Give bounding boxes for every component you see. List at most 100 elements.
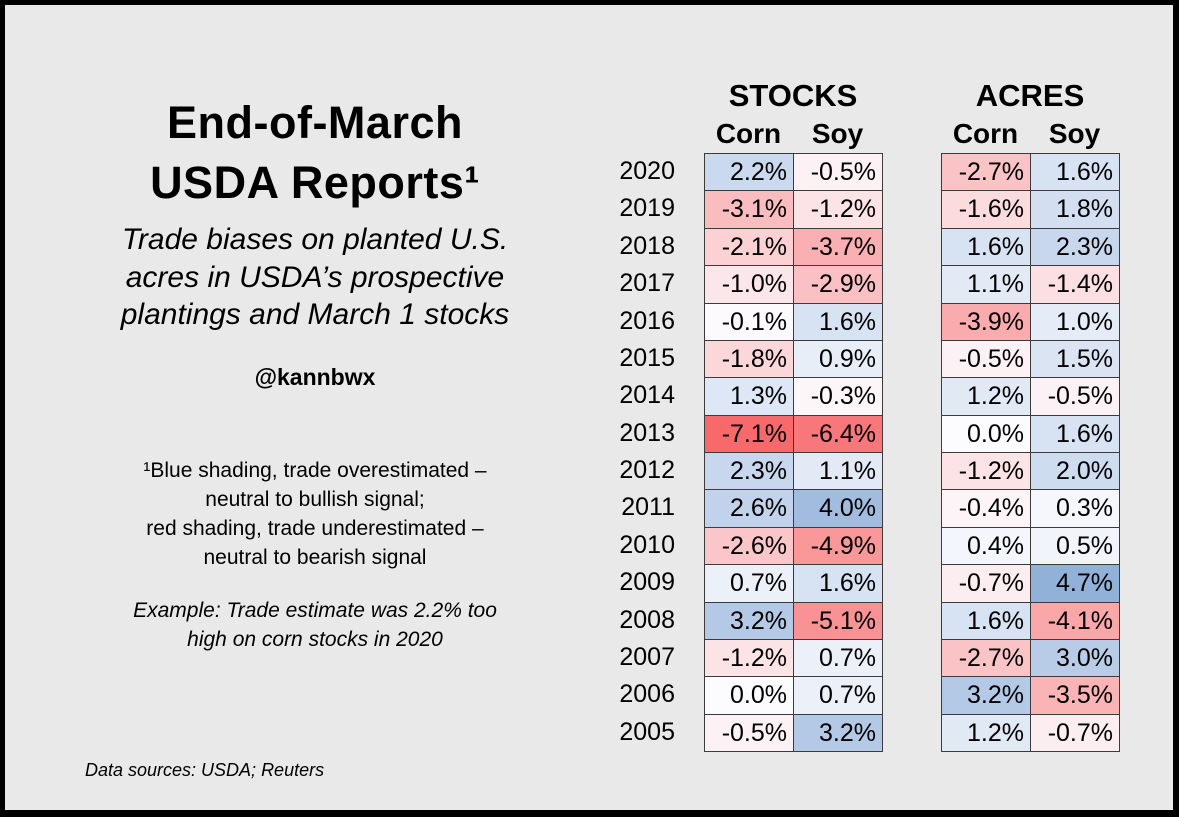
stocks-corn-column-header: Corn xyxy=(715,118,782,149)
stocks-corn-cell: 3.2% xyxy=(705,602,794,640)
stocks-corn-cell: -0.1% xyxy=(705,303,794,341)
stocks-soy-column-header: Soy xyxy=(811,118,864,149)
acres-corn-cell: -0.4% xyxy=(942,490,1031,528)
stocks-soy-cell: 0.9% xyxy=(794,340,883,379)
stocks-corn-cell: 2.3% xyxy=(705,453,794,491)
subtitle: Trade biases on planted U.S. acres in US… xyxy=(40,221,590,334)
acres-soy-cell: 2.3% xyxy=(1031,228,1120,267)
acres-corn-cell: 1.6% xyxy=(942,602,1031,640)
stocks-soy-cell: -3.7% xyxy=(794,228,883,267)
year-label: 2010 xyxy=(619,530,675,559)
shading-footnote: ¹Blue shading, trade overestimated – neu… xyxy=(40,456,590,572)
acres-corn-cell: -1.6% xyxy=(942,191,1031,229)
year-label: 2007 xyxy=(619,642,675,671)
acres-corn-cell: -2.7% xyxy=(942,154,1031,192)
acres-soy-cell: 3.0% xyxy=(1031,639,1120,678)
stocks-corn-cell: 2.2% xyxy=(705,154,794,192)
acres-heatmap-table: -2.7% 1.6% -1.6% 1.8% 1.6% 2.3% 1.1% -1.4% -3.9%… xyxy=(941,153,1120,752)
acres-corn-cell: 1.2% xyxy=(942,714,1031,752)
acres-soy-cell: -3.5% xyxy=(1031,677,1120,715)
stocks-corn-cell: 2.6% xyxy=(705,490,794,528)
acres-soy-cell: 2.0% xyxy=(1031,453,1120,491)
stocks-soy-cell: -1.2% xyxy=(794,191,883,229)
acres-corn-column-header: Corn xyxy=(952,118,1019,149)
footnote-line-1: ¹Blue shading, trade overestimated – xyxy=(143,458,487,482)
acres-soy-cell: 0.5% xyxy=(1031,527,1120,566)
stocks-corn-cell: 0.0% xyxy=(705,677,794,715)
acres-corn-cell: 0.0% xyxy=(942,415,1031,453)
year-label: 2006 xyxy=(619,680,675,709)
acres-soy-cell: -0.5% xyxy=(1031,378,1120,416)
acres-soy-cell: 1.6% xyxy=(1031,415,1120,453)
acres-corn-cell: 1.2% xyxy=(942,378,1031,416)
acres-soy-cell: 1.8% xyxy=(1031,191,1120,229)
stocks-soy-cell: -0.5% xyxy=(794,154,883,192)
acres-corn-cell: 3.2% xyxy=(942,677,1031,715)
year-label: 2008 xyxy=(619,605,675,634)
subtitle-line-1: Trade biases on planted U.S. xyxy=(121,223,509,256)
stocks-soy-cell: 1.6% xyxy=(794,303,883,341)
acres-soy-cell: -1.4% xyxy=(1031,266,1120,304)
acres-corn-cell: -0.5% xyxy=(942,340,1031,379)
year-label: 2014 xyxy=(619,381,675,410)
stocks-corn-cell: -7.1% xyxy=(705,415,794,453)
stocks-group-header: STOCKS xyxy=(728,78,858,113)
acres-corn-cell: -0.7% xyxy=(942,565,1031,603)
stocks-corn-cell: 1.3% xyxy=(705,378,794,416)
stocks-corn-cell: -2.6% xyxy=(705,527,794,566)
acres-soy-cell: 1.6% xyxy=(1031,154,1120,192)
footnote-line-4: neutral to bearish signal xyxy=(203,545,427,569)
year-label: 2019 xyxy=(619,194,675,223)
acres-soy-cell: 4.7% xyxy=(1031,565,1120,603)
example-line-1: Example: Trade estimate was 2.2% too xyxy=(133,598,497,622)
year-label: 2009 xyxy=(619,568,675,597)
stocks-corn-cell: -2.1% xyxy=(705,228,794,267)
stocks-soy-cell: -6.4% xyxy=(794,415,883,453)
acres-corn-cell: 1.6% xyxy=(942,228,1031,267)
acres-soy-cell: -0.7% xyxy=(1031,714,1120,752)
title-line-2: USDA Reports¹ xyxy=(150,157,480,208)
stocks-soy-cell: 4.0% xyxy=(794,490,883,528)
stocks-heatmap-table: 2.2% -0.5% -3.1% -1.2% -2.1% -3.7% -1.0% -2.9% -… xyxy=(704,153,883,752)
stocks-corn-cell: -0.5% xyxy=(705,714,794,752)
acres-soy-cell: 1.0% xyxy=(1031,303,1120,341)
year-label: 2005 xyxy=(619,717,675,746)
acres-corn-cell: -3.9% xyxy=(942,303,1031,341)
year-axis: 2020 2019 2018 2017 2016 2015 2014 2013 2012 2011… xyxy=(585,153,675,751)
year-label: 2018 xyxy=(619,231,675,260)
year-label: 2017 xyxy=(619,269,675,298)
footnote-line-2: neutral to bullish signal; xyxy=(205,487,425,511)
author-handle: @kannbwx xyxy=(254,363,376,390)
stocks-soy-cell: 0.7% xyxy=(794,639,883,678)
stocks-soy-cell: -0.3% xyxy=(794,378,883,416)
stocks-corn-cell: -1.2% xyxy=(705,639,794,678)
stocks-soy-cell: 1.6% xyxy=(794,565,883,603)
year-label: 2016 xyxy=(619,306,675,335)
acres-soy-cell: -4.1% xyxy=(1031,602,1120,640)
acres-corn-cell: 1.1% xyxy=(942,266,1031,304)
stocks-soy-cell: -2.9% xyxy=(794,266,883,304)
acres-soy-cell: 0.3% xyxy=(1031,490,1120,528)
stocks-corn-cell: 0.7% xyxy=(705,565,794,603)
stocks-corn-cell: -1.8% xyxy=(705,340,794,379)
stocks-soy-cell: 0.7% xyxy=(794,677,883,715)
acres-soy-column-header: Soy xyxy=(1048,118,1101,149)
year-label: 2012 xyxy=(619,456,675,484)
stocks-soy-cell: -5.1% xyxy=(794,602,883,640)
subtitle-line-2: acres in USDA’s prospective xyxy=(125,260,505,294)
title-line-1: End-of-March xyxy=(167,97,463,148)
acres-corn-cell: -1.2% xyxy=(942,453,1031,491)
example-note: Example: Trade estimate was 2.2% too hig… xyxy=(40,596,590,654)
stocks-soy-cell: -4.9% xyxy=(794,527,883,566)
acres-group-header: ACRES xyxy=(975,78,1085,113)
data-sources-note: Data sources: USDA; Reuters xyxy=(85,760,325,780)
example-line-2: high on corn stocks in 2020 xyxy=(187,627,443,651)
year-label: 2013 xyxy=(619,418,675,447)
footnote-line-3: red shading, trade underestimated – xyxy=(146,516,484,540)
year-label: 2020 xyxy=(619,157,675,185)
left-panel: End-of-March USDA Reports¹ Trade biases … xyxy=(40,93,590,654)
page-title: End-of-March USDA Reports¹ xyxy=(40,93,590,213)
year-label: 2015 xyxy=(619,343,675,372)
acres-corn-cell: 0.4% xyxy=(942,527,1031,566)
